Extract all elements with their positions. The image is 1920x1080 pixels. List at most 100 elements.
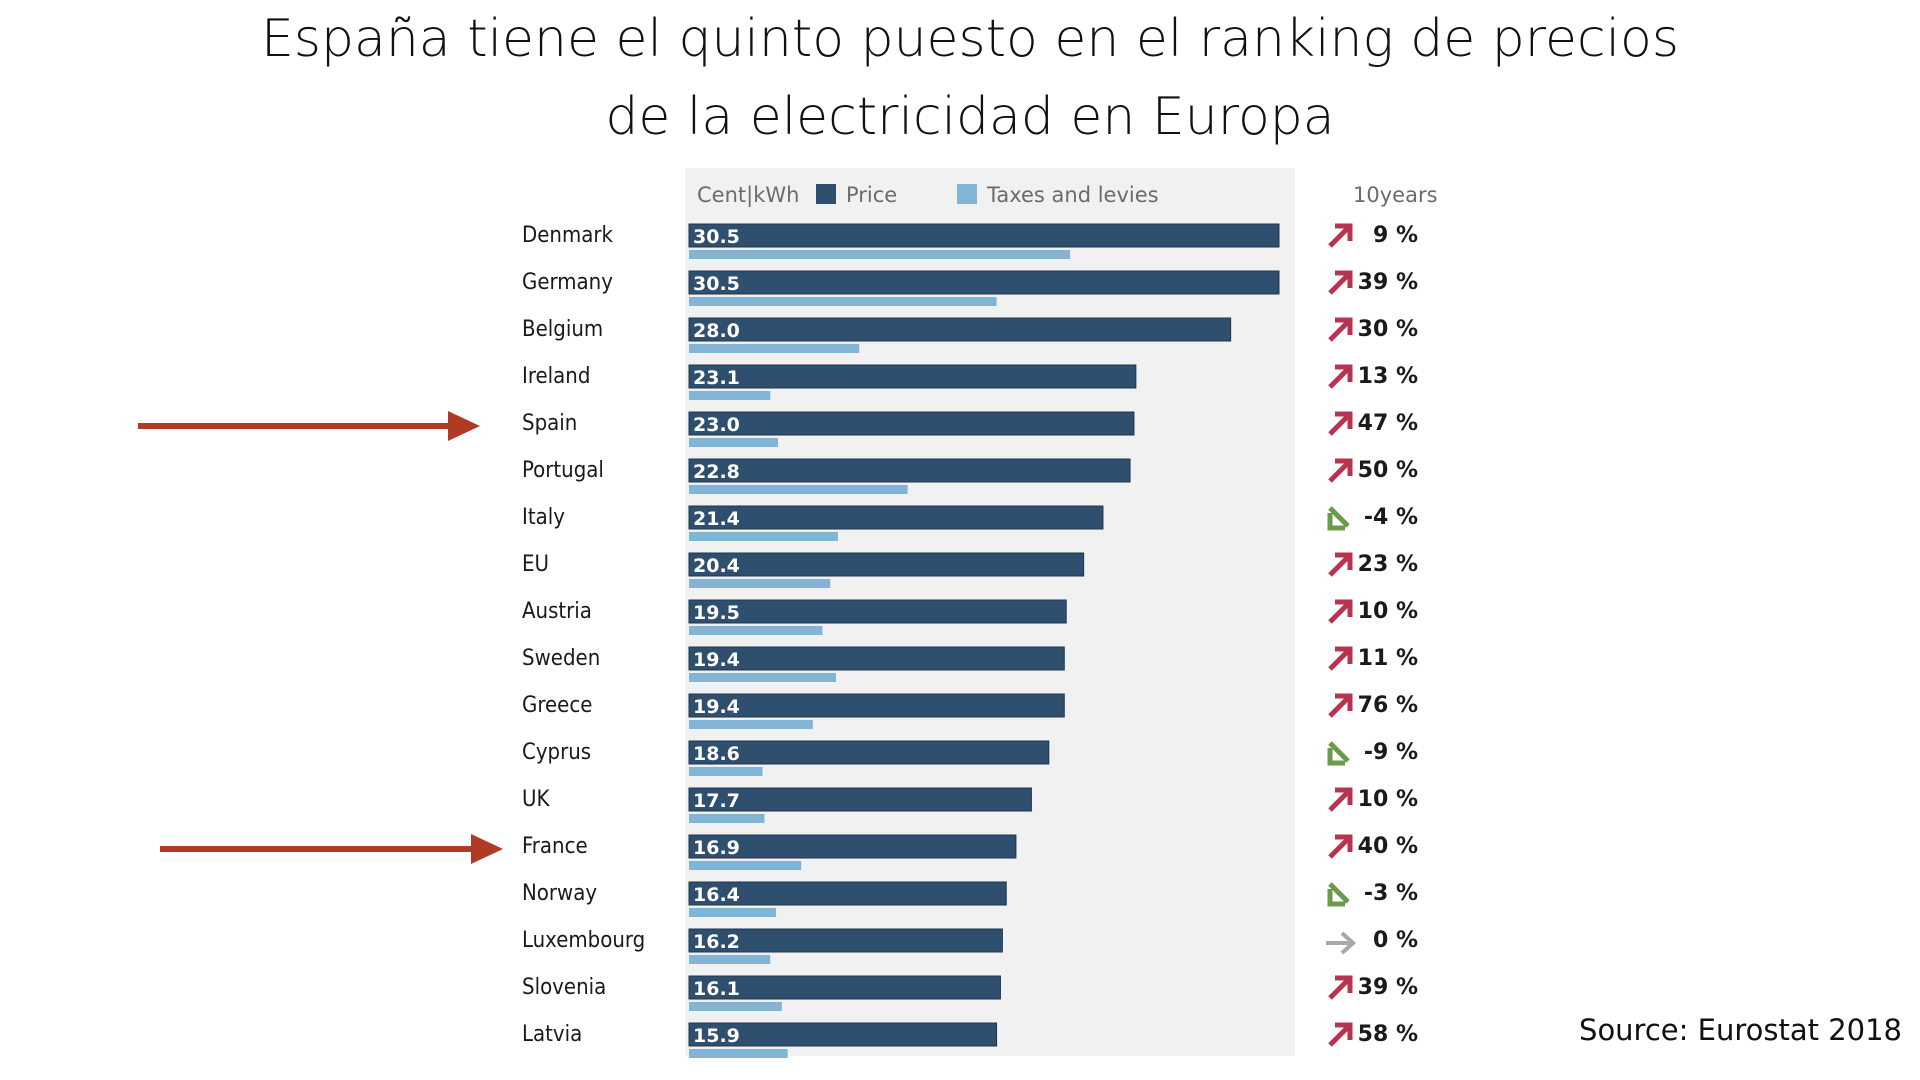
price-value-label-italy: 21.4 — [693, 508, 740, 530]
price-bar-luxembourg — [688, 928, 1003, 953]
taxes-bar-norway — [689, 908, 777, 917]
price-value-label-uk: 17.7 — [693, 790, 740, 812]
trend-down-icon-italy — [1327, 506, 1350, 531]
change-value-eu: 23 % — [1358, 552, 1418, 577]
trend-up-icon-uk — [1328, 787, 1353, 812]
price-bar-spain — [688, 411, 1135, 436]
trend-arrow-head — [1327, 889, 1345, 907]
legend-taxes-label: Taxes and levies — [986, 183, 1159, 207]
change-value-sweden: 11 % — [1358, 646, 1418, 671]
trend-arrow-head — [1335, 458, 1353, 476]
change-value-germany: 39 % — [1358, 270, 1418, 295]
trend-up-icon-slovenia — [1328, 975, 1353, 1000]
change-value-slovenia: 39 % — [1358, 975, 1418, 1000]
price-bar-latvia — [688, 1022, 998, 1047]
price-value-label-portugal: 22.8 — [693, 461, 740, 483]
price-value-label-cyprus: 18.6 — [693, 743, 740, 765]
trend-up-icon-sweden — [1328, 646, 1353, 671]
taxes-bar-portugal — [689, 485, 908, 494]
change-value-portugal: 50 % — [1358, 458, 1418, 483]
trend-up-icon-latvia — [1328, 1022, 1353, 1047]
category-label-sweden: Sweden — [522, 646, 600, 671]
price-bar-cyprus — [688, 740, 1050, 765]
price-bar-france — [688, 834, 1017, 859]
taxes-bar-sweden — [689, 673, 837, 682]
price-bar-slovenia — [688, 975, 1001, 1000]
price-value-label-slovenia: 16.1 — [693, 978, 740, 1000]
taxes-bar-cyprus — [689, 767, 763, 776]
trend-arrow-shaft — [1328, 273, 1350, 295]
trend-arrow-shaft — [1328, 226, 1350, 248]
taxes-bar-germany — [689, 297, 997, 306]
trend-up-icon-austria — [1328, 599, 1353, 624]
trend-up-icon-eu — [1328, 552, 1353, 577]
trend-arrow-head — [1335, 270, 1353, 288]
highlight-arrow-head — [471, 834, 503, 864]
price-value-label-latvia: 15.9 — [693, 1025, 740, 1047]
category-label-eu: EU — [522, 552, 549, 577]
trend-arrow-head — [1340, 931, 1356, 955]
category-label-denmark: Denmark — [522, 223, 614, 248]
taxes-bar-ireland — [689, 391, 771, 400]
price-value-label-eu: 20.4 — [693, 555, 740, 577]
category-label-italy: Italy — [522, 505, 565, 530]
change-value-denmark: 9 % — [1373, 223, 1418, 248]
chart-header-band — [685, 168, 1295, 208]
trend-arrow-shaft — [1328, 978, 1350, 1000]
change-value-belgium: 30 % — [1358, 317, 1418, 342]
trend-down-icon-cyprus — [1327, 741, 1350, 766]
chart-rows: Denmark 30.5 9 % Germany 30.5 39 % Belgium 28.0… — [522, 223, 1418, 1058]
trend-up-icon-belgium — [1328, 317, 1353, 342]
category-label-ireland: Ireland — [522, 364, 590, 389]
trend-arrow-head — [1335, 411, 1353, 429]
trend-up-icon-france — [1328, 834, 1353, 859]
price-value-label-greece: 19.4 — [693, 696, 740, 718]
highlight-arrow-france — [160, 834, 503, 864]
trend-arrow-shaft — [1328, 367, 1350, 389]
price-value-label-norway: 16.4 — [693, 884, 740, 906]
category-label-austria: Austria — [522, 599, 592, 624]
change-value-cyprus: -9 % — [1364, 740, 1418, 765]
trend-arrow-head — [1335, 834, 1353, 852]
trend-arrow-head — [1335, 223, 1353, 241]
change-value-uk: 10 % — [1358, 787, 1418, 812]
category-label-germany: Germany — [522, 270, 613, 295]
trend-arrow-head — [1335, 975, 1353, 993]
category-label-greece: Greece — [522, 693, 592, 718]
trend-flat-icon-luxembourg — [1326, 931, 1356, 955]
legend-price-swatch — [816, 184, 836, 204]
category-label-luxembourg: Luxembourg — [522, 928, 645, 953]
trend-arrow-head — [1335, 693, 1353, 711]
highlight-arrows — [138, 411, 503, 864]
category-label-cyprus: Cyprus — [522, 740, 591, 765]
category-label-uk: UK — [522, 787, 550, 812]
change-value-france: 40 % — [1358, 834, 1418, 859]
trend-up-icon-denmark — [1328, 223, 1353, 248]
trend-arrow-head — [1335, 646, 1353, 664]
trend-arrow-head — [1335, 599, 1353, 617]
change-value-spain: 47 % — [1358, 411, 1418, 436]
price-bar-germany — [688, 270, 1280, 295]
price-bar-denmark — [688, 223, 1280, 248]
change-value-latvia: 58 % — [1358, 1022, 1418, 1047]
trend-arrow-head — [1335, 787, 1353, 805]
trend-arrow-shaft — [1328, 790, 1350, 812]
highlight-arrow-head — [448, 411, 480, 441]
trend-arrow-shaft — [1328, 1025, 1350, 1047]
legend-price-label: Price — [846, 183, 897, 207]
trend-arrow-shaft — [1328, 555, 1350, 577]
price-bar-eu — [688, 552, 1085, 577]
price-bar-belgium — [688, 317, 1232, 342]
change-value-italy: -4 % — [1364, 505, 1418, 530]
price-bar-uk — [688, 787, 1032, 812]
price-bar-norway — [688, 881, 1007, 906]
trend-arrow-head — [1327, 748, 1345, 766]
title-line-2: de la electricidad en Europa — [605, 87, 1335, 147]
change-value-norway: -3 % — [1364, 881, 1418, 906]
price-bar-sweden — [688, 646, 1065, 671]
taxes-bar-latvia — [689, 1049, 788, 1058]
highlight-arrow-spain — [138, 411, 480, 441]
price-value-label-austria: 19.5 — [693, 602, 740, 624]
trend-up-icon-portugal — [1328, 458, 1353, 483]
